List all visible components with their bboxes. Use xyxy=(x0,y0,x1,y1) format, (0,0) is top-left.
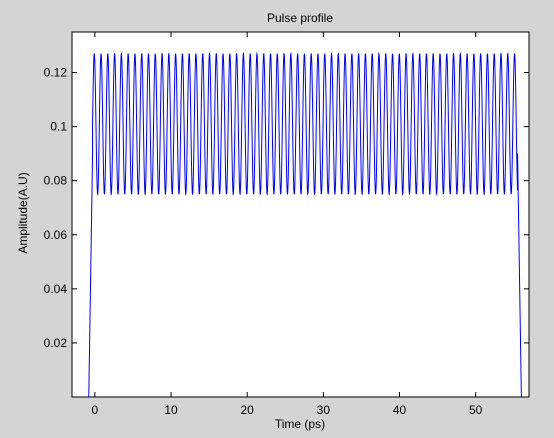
y-tick-label: 0.02 xyxy=(44,336,68,350)
y-tick-label: 0.04 xyxy=(44,282,68,296)
x-tick-label: 50 xyxy=(469,403,483,417)
x-tick-label: 40 xyxy=(393,403,407,417)
x-tick-label: 0 xyxy=(92,403,99,417)
x-tick-label: 20 xyxy=(241,403,255,417)
y-tick-label: 0.06 xyxy=(44,228,68,242)
y-tick-label: 0.12 xyxy=(44,66,68,80)
chart-title: Pulse profile xyxy=(267,11,333,25)
x-tick-label: 10 xyxy=(164,403,178,417)
y-tick-label: 0.08 xyxy=(44,174,68,188)
x-axis-label: Time (ps) xyxy=(275,417,325,431)
x-tick-label: 30 xyxy=(317,403,331,417)
pulse-series-line xyxy=(88,51,522,398)
y-tick-label: 0.1 xyxy=(50,120,67,134)
y-axis-label: Amplitude(A.U) xyxy=(16,172,30,253)
